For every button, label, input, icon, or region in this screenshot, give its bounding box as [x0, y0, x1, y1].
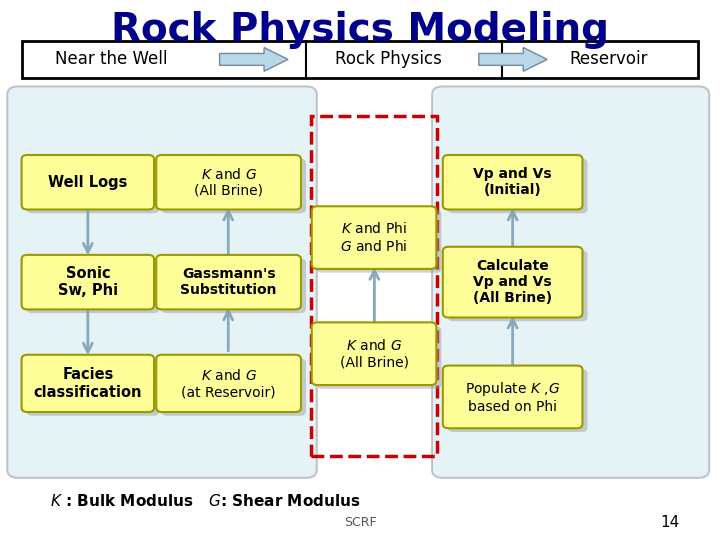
Text: Reservoir: Reservoir [569, 50, 648, 69]
Text: $K$ and Phi
$G$ and Phi: $K$ and Phi $G$ and Phi [341, 221, 408, 254]
Polygon shape [479, 48, 547, 71]
Text: Near the Well: Near the Well [55, 50, 168, 69]
FancyBboxPatch shape [161, 259, 306, 313]
FancyBboxPatch shape [432, 86, 709, 478]
FancyBboxPatch shape [156, 255, 301, 309]
Text: $K$ and $G$
(All Brine): $K$ and $G$ (All Brine) [340, 338, 408, 369]
Text: Sonic
Sw, Phi: Sonic Sw, Phi [58, 266, 118, 298]
FancyBboxPatch shape [317, 210, 441, 273]
Text: 14: 14 [660, 515, 679, 530]
FancyBboxPatch shape [161, 359, 306, 416]
FancyBboxPatch shape [161, 159, 306, 213]
Text: Populate $K$ ,$G$
based on Phi: Populate $K$ ,$G$ based on Phi [465, 380, 560, 414]
FancyBboxPatch shape [22, 355, 154, 412]
FancyBboxPatch shape [22, 155, 154, 210]
Bar [311, 116, 437, 456]
Text: Well Logs: Well Logs [48, 175, 127, 190]
FancyBboxPatch shape [156, 355, 301, 412]
FancyBboxPatch shape [156, 155, 301, 210]
Text: $K$ : Bulk Modulus   $G$: Shear Modulus: $K$ : Bulk Modulus $G$: Shear Modulus [50, 492, 361, 509]
FancyBboxPatch shape [22, 255, 154, 309]
FancyBboxPatch shape [27, 359, 159, 416]
Polygon shape [220, 48, 288, 71]
FancyBboxPatch shape [312, 322, 436, 385]
Text: Calculate
Vp and Vs
(All Brine): Calculate Vp and Vs (All Brine) [473, 259, 552, 305]
Text: Rock Physics: Rock Physics [336, 50, 442, 69]
FancyBboxPatch shape [27, 159, 159, 213]
FancyBboxPatch shape [317, 326, 441, 389]
FancyBboxPatch shape [22, 40, 698, 78]
Text: SCRF: SCRF [343, 516, 377, 529]
FancyBboxPatch shape [448, 159, 588, 213]
FancyBboxPatch shape [448, 251, 588, 321]
FancyBboxPatch shape [443, 247, 582, 318]
Text: $K$ and $G$
(All Brine): $K$ and $G$ (All Brine) [194, 167, 263, 198]
FancyBboxPatch shape [27, 259, 159, 313]
FancyBboxPatch shape [443, 155, 582, 210]
FancyBboxPatch shape [443, 366, 582, 428]
Text: $K$ and $G$
(at Reservoir): $K$ and $G$ (at Reservoir) [181, 368, 276, 399]
FancyBboxPatch shape [312, 206, 436, 269]
FancyBboxPatch shape [448, 369, 588, 432]
Text: Facies
classification: Facies classification [34, 367, 142, 400]
FancyBboxPatch shape [7, 86, 317, 478]
Text: Rock Physics Modeling: Rock Physics Modeling [111, 11, 609, 49]
Text: Gassmann's
Substitution: Gassmann's Substitution [180, 267, 277, 297]
Text: Vp and Vs
(Initial): Vp and Vs (Initial) [473, 167, 552, 197]
